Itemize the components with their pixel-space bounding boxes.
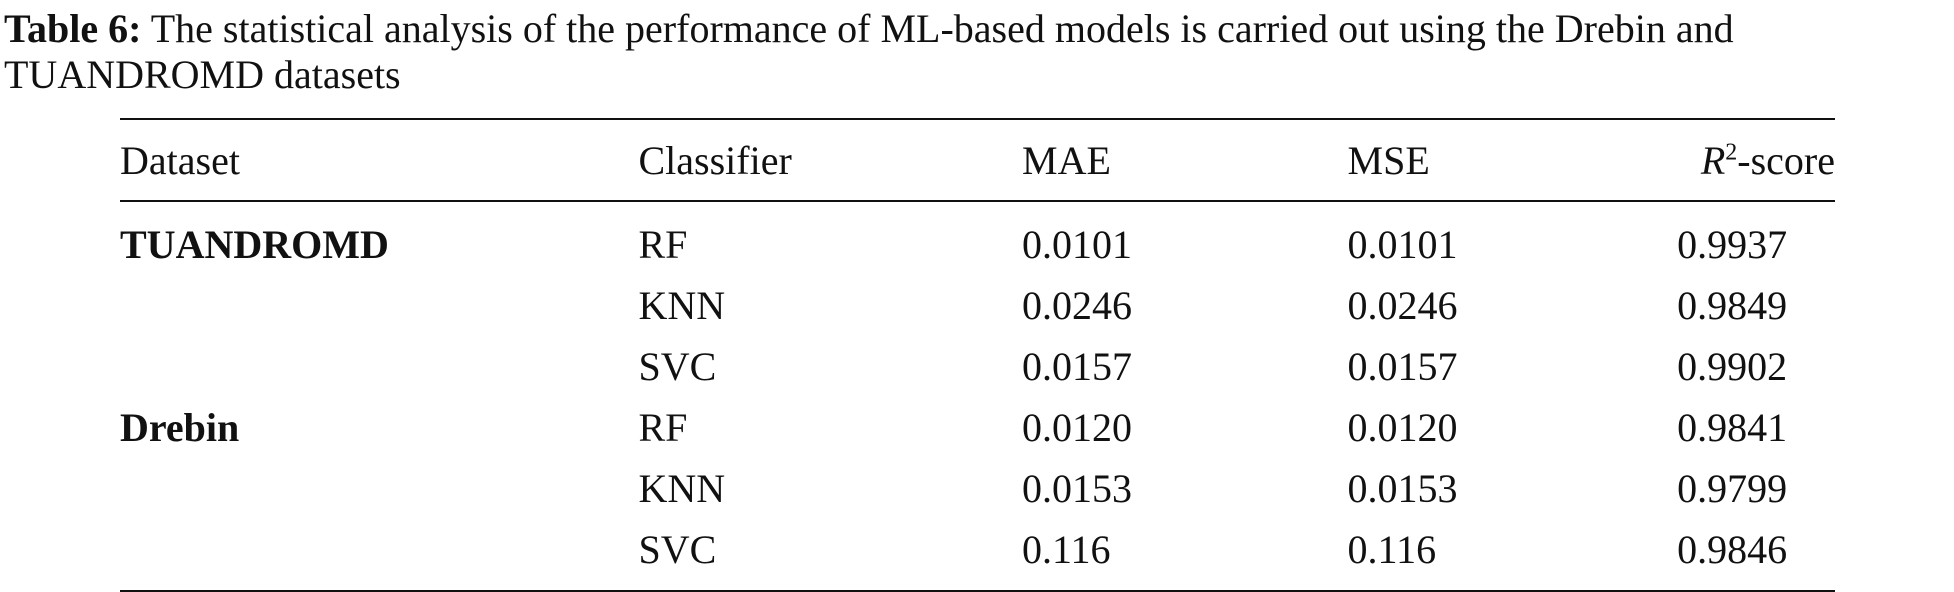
cell-dataset [120, 519, 636, 591]
cell-mse: 0.0153 [1347, 466, 1458, 511]
header-r2-score: R2-score [1677, 119, 1835, 201]
table-caption-text: The statistical analysis of the performa… [4, 6, 1734, 97]
cell-mae: 0.0157 [1022, 344, 1132, 389]
header-r2-sup: 2 [1725, 139, 1738, 166]
header-mse: MSE [1347, 137, 1430, 183]
cell-classifier: KNN [638, 466, 726, 511]
table-header-row: Dataset Classifier MAE MSE R2-score [120, 119, 1835, 201]
cell-dataset [120, 275, 636, 336]
header-r2-base: R [1700, 137, 1726, 183]
cell-dataset: Drebin [120, 405, 240, 450]
cell-classifier: RF [638, 405, 688, 450]
cell-mae: 0.0120 [1022, 405, 1132, 450]
table-caption-label: Table 6: [4, 6, 142, 51]
table-row: SVC 0.0157 0.0157 0.9902 [120, 336, 1835, 397]
cell-r2: 0.9849 [1677, 283, 1788, 328]
cell-r2: 0.9937 [1677, 222, 1788, 267]
cell-r2: 0.9902 [1677, 344, 1788, 389]
cell-mse: 0.0101 [1347, 222, 1458, 267]
header-mae: MAE [1022, 137, 1111, 183]
header-r2-suffix: -score [1737, 137, 1835, 183]
cell-classifier: SVC [638, 344, 717, 389]
results-table: Dataset Classifier MAE MSE R2-score TUAN… [120, 118, 1835, 592]
cell-r2: 0.9841 [1677, 405, 1788, 450]
cell-mae: 0.0153 [1022, 466, 1132, 511]
cell-classifier: KNN [638, 283, 726, 328]
header-classifier: Classifier [638, 137, 792, 183]
cell-mse: 0.116 [1347, 527, 1437, 572]
cell-mse: 0.0120 [1347, 405, 1458, 450]
cell-mae: 0.0246 [1022, 283, 1132, 328]
table-row: TUANDROMD RF 0.0101 0.0101 0.9937 [120, 201, 1835, 275]
table-row: SVC 0.116 0.116 0.9846 [120, 519, 1835, 591]
cell-r2: 0.9799 [1677, 466, 1788, 511]
header-dataset: Dataset [120, 137, 240, 183]
table-caption: Table 6: The statistical analysis of the… [4, 6, 1950, 98]
cell-classifier: RF [638, 222, 688, 267]
cell-dataset: TUANDROMD [120, 222, 389, 267]
table-row: KNN 0.0246 0.0246 0.9849 [120, 275, 1835, 336]
cell-r2: 0.9846 [1677, 527, 1788, 572]
cell-mse: 0.0246 [1347, 283, 1458, 328]
cell-dataset [120, 336, 636, 397]
cell-dataset [120, 458, 636, 519]
cell-classifier: SVC [638, 527, 717, 572]
results-table-container: Dataset Classifier MAE MSE R2-score TUAN… [120, 118, 1835, 592]
cell-mae: 0.116 [1022, 527, 1111, 572]
table-row: KNN 0.0153 0.0153 0.9799 [120, 458, 1835, 519]
table-row: Drebin RF 0.0120 0.0120 0.9841 [120, 397, 1835, 458]
cell-mae: 0.0101 [1022, 222, 1132, 267]
cell-mse: 0.0157 [1347, 344, 1458, 389]
